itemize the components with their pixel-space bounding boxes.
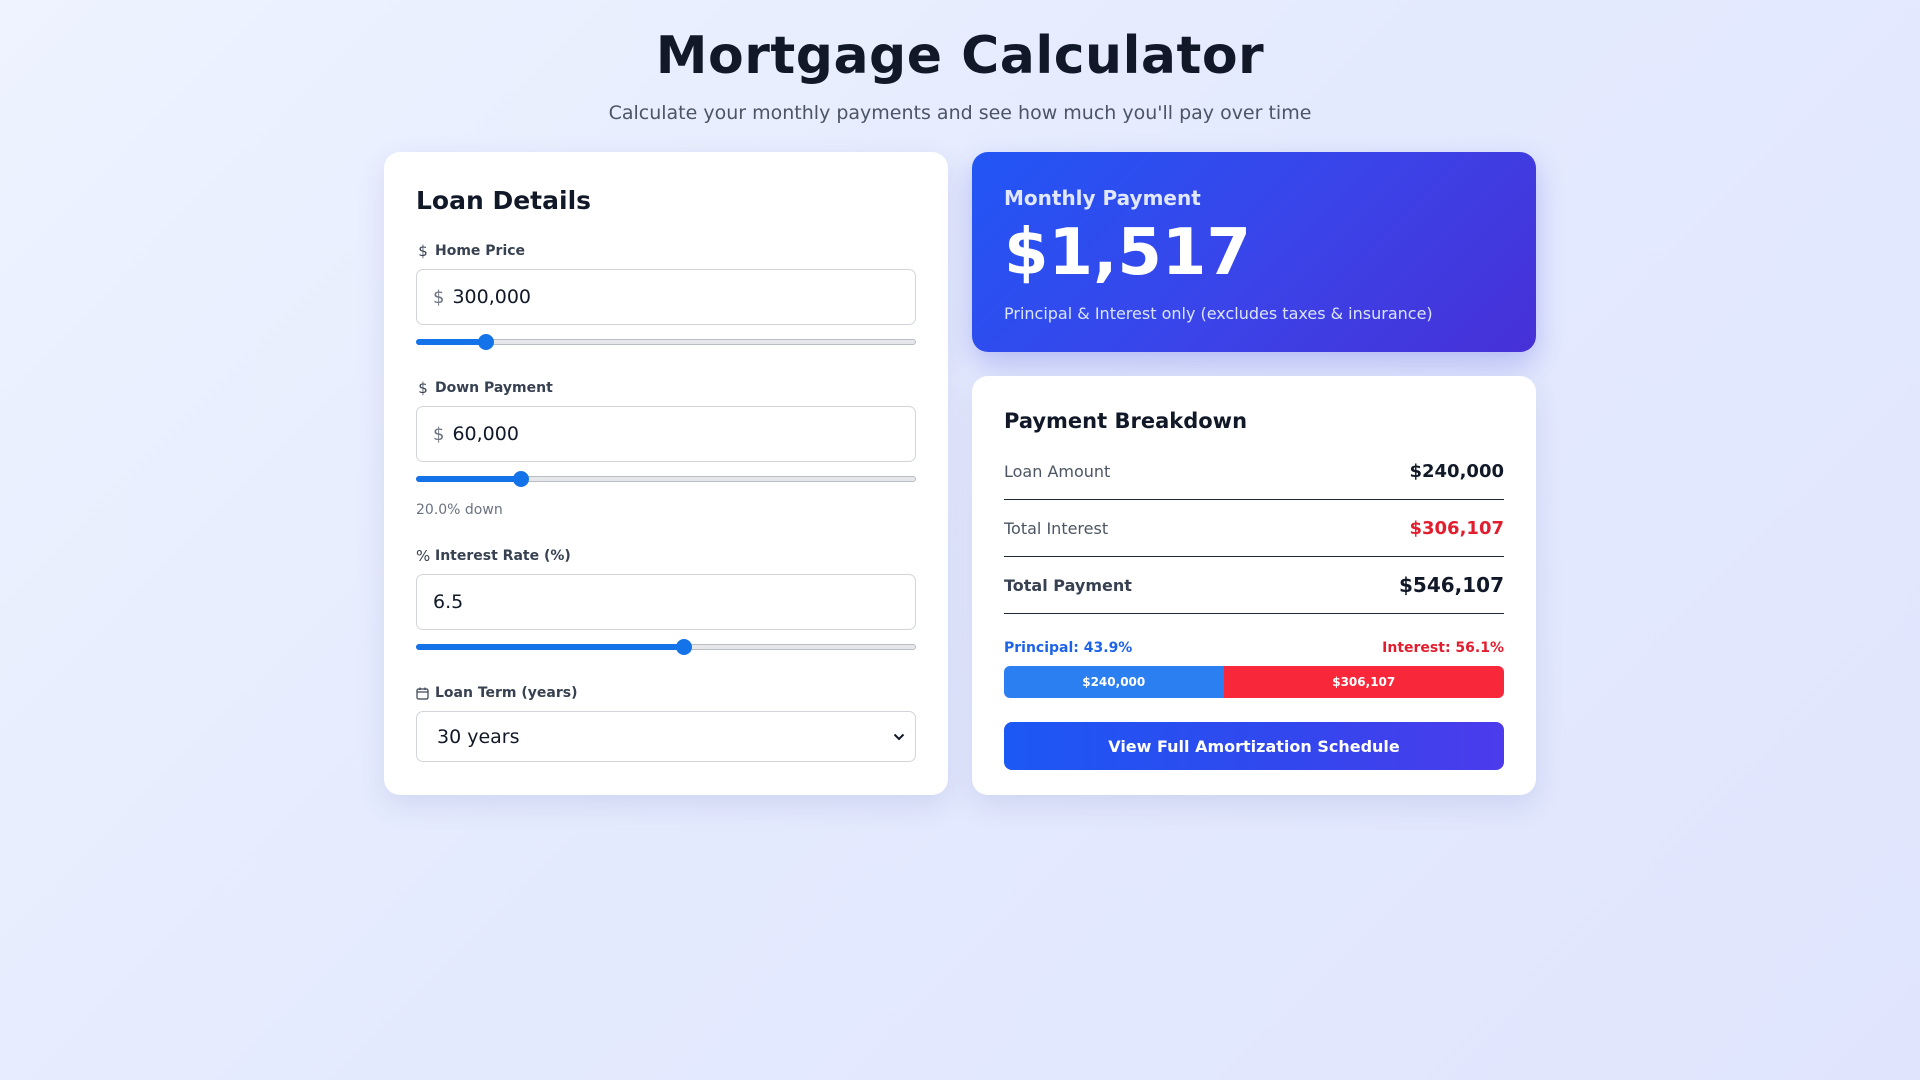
home-price-input[interactable] <box>452 286 899 308</box>
interest-rate-input[interactable] <box>433 591 899 613</box>
loan-details-heading: Loan Details <box>416 186 592 215</box>
slider-thumb[interactable] <box>478 334 494 350</box>
monthly-payment-amount: $1,517 <box>1004 216 1251 290</box>
loan-amount-row: Loan Amount $240,000 <box>1004 443 1504 500</box>
loan-term-label-row: Loan Term (years) <box>416 683 916 703</box>
calendar-icon <box>416 687 430 700</box>
slider-thumb[interactable] <box>675 639 692 655</box>
dollar-icon: $ <box>418 242 428 260</box>
currency-prefix: $ <box>433 286 445 308</box>
percent-icon: % <box>416 547 431 565</box>
slider-fill <box>416 644 684 650</box>
chevron-down-icon <box>893 733 905 741</box>
slider-fill <box>416 476 521 482</box>
interest-rate-input-box[interactable] <box>416 574 916 630</box>
down-payment-label-row: $ Down Payment <box>416 378 916 398</box>
interest-bar-segment: $306,107 <box>1223 666 1504 698</box>
monthly-payment-note: Principal & Interest only (excludes taxe… <box>1004 304 1433 323</box>
down-payment-slider[interactable] <box>416 471 916 487</box>
loan-term-label: Loan Term (years) <box>435 685 578 701</box>
currency-prefix: $ <box>433 423 445 445</box>
principal-percent-label: Principal: 43.9% <box>1004 640 1133 656</box>
total-interest-value: $306,107 <box>1409 517 1504 539</box>
total-payment-row: Total Payment $546,107 <box>1004 557 1504 614</box>
principal-interest-bar: $240,000 $306,107 <box>1004 666 1504 698</box>
amortization-schedule-button[interactable]: View Full Amortization Schedule <box>1004 722 1504 770</box>
monthly-payment-label: Monthly Payment <box>1004 186 1201 210</box>
loan-amount-value: $240,000 <box>1409 460 1504 482</box>
home-price-field: $ Home Price $ <box>416 241 916 350</box>
split-labels: Principal: 43.9% Interest: 56.1% <box>1004 640 1504 656</box>
interest-rate-field: % Interest Rate (%) <box>416 546 916 655</box>
loan-term-field: Loan Term (years) 30 years <box>416 683 916 762</box>
dollar-icon: $ <box>418 379 428 397</box>
loan-details-card: Loan Details $ Home Price $ $ Down Payme… <box>384 152 948 795</box>
loan-amount-label: Loan Amount <box>1004 461 1111 481</box>
down-payment-field: $ Down Payment $ 20.0% down <box>416 378 916 518</box>
home-price-label: Home Price <box>435 243 526 259</box>
principal-bar-segment: $240,000 <box>1004 666 1224 698</box>
total-payment-label: Total Payment <box>1004 575 1132 595</box>
interest-rate-label-row: % Interest Rate (%) <box>416 546 916 566</box>
down-payment-input[interactable] <box>452 423 899 445</box>
slider-fill <box>416 339 486 345</box>
interest-rate-slider[interactable] <box>416 639 916 655</box>
results-column: Monthly Payment $1,517 Principal & Inter… <box>972 152 1536 795</box>
total-interest-label: Total Interest <box>1004 518 1109 538</box>
down-payment-label: Down Payment <box>435 380 553 396</box>
page-title: Mortgage Calculator <box>655 26 1265 86</box>
down-payment-percent: 20.0% down <box>416 502 503 518</box>
main-grid: Loan Details $ Home Price $ $ Down Payme… <box>384 152 1536 795</box>
home-price-input-box[interactable]: $ <box>416 269 916 325</box>
total-payment-value: $546,107 <box>1398 573 1504 597</box>
home-price-slider[interactable] <box>416 334 916 350</box>
payment-breakdown-card: Payment Breakdown Loan Amount $240,000 T… <box>972 376 1536 795</box>
page-subtitle: Calculate your monthly payments and see … <box>608 102 1312 124</box>
interest-rate-label: Interest Rate (%) <box>435 548 571 564</box>
slider-thumb[interactable] <box>513 471 529 487</box>
total-interest-row: Total Interest $306,107 <box>1004 500 1504 557</box>
monthly-payment-card: Monthly Payment $1,517 Principal & Inter… <box>972 152 1536 352</box>
loan-term-select[interactable]: 30 years <box>416 711 916 762</box>
loan-term-selected: 30 years <box>437 725 520 748</box>
breakdown-heading: Payment Breakdown <box>1004 409 1248 433</box>
home-price-label-row: $ Home Price <box>416 241 916 261</box>
interest-percent-label: Interest: 56.1% <box>1382 640 1504 656</box>
page-header: Mortgage Calculator Calculate your month… <box>0 0 1920 124</box>
down-payment-input-box[interactable]: $ <box>416 406 916 462</box>
